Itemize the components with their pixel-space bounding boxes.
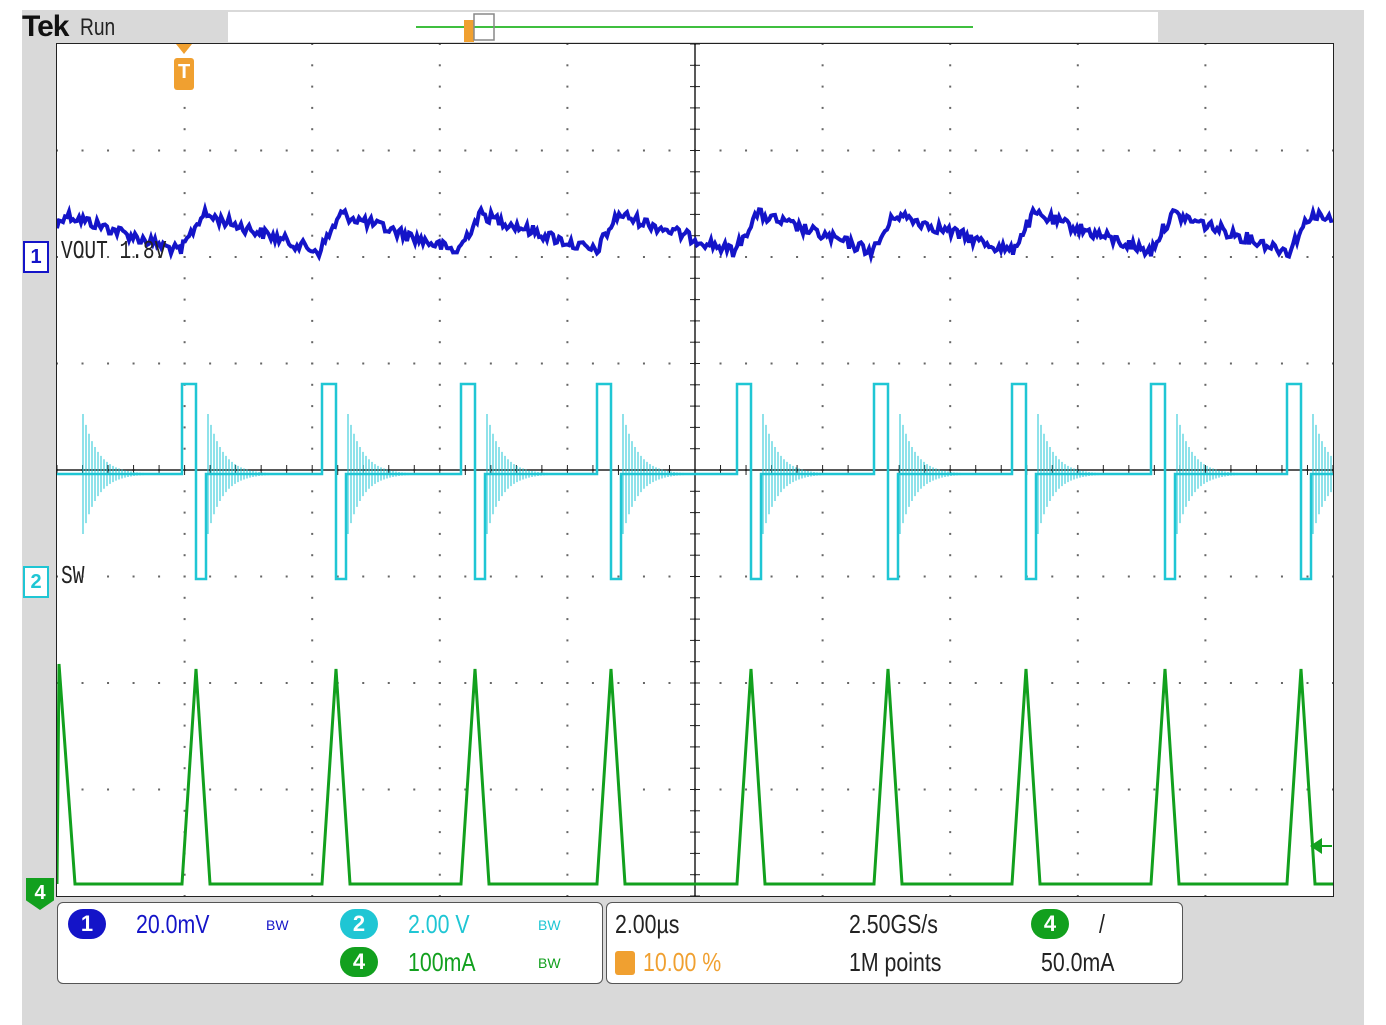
acquisition-status: Run [80, 14, 116, 41]
ch2-scale: 2.00 V [408, 909, 470, 939]
ch1-bw-limit: BW [266, 917, 289, 933]
ch4-waveform [57, 663, 1333, 886]
ch1-badge[interactable]: 1 [68, 909, 106, 939]
timebase-readout: 2.00µs [615, 909, 680, 939]
graticule [57, 44, 1333, 896]
waveform-display[interactable] [56, 43, 1334, 897]
trigger-position-readout: 10.00 % [643, 947, 722, 977]
ch2-badge[interactable]: 2 [340, 909, 378, 939]
view-window-bracket[interactable] [473, 13, 495, 41]
ch1-badge-label: 1 [80, 911, 94, 936]
ch1-marker-label: 1 [30, 246, 42, 268]
trigger-source-badge[interactable]: 4 [1031, 909, 1069, 939]
ch4-bw-limit: BW [538, 955, 561, 971]
trigger-position-marker [464, 20, 474, 42]
ch2-bw-limit: BW [538, 917, 561, 933]
ch2-trace-label: SW [61, 561, 85, 591]
sample-rate-readout: 2.50GS/s [849, 909, 938, 939]
brand-logo: Tek [22, 10, 69, 43]
vertical-settings-panel[interactable]: 1 20.0mV BW 2 2.00 V BW 4 100mA BW [57, 902, 603, 984]
trigger-slope-icon: / [1099, 909, 1105, 939]
ch4-marker-label: 4 [34, 882, 46, 904]
ch4-badge-label: 4 [352, 949, 366, 974]
ch1-scale: 20.0mV [136, 909, 210, 939]
trigger-level-readout: 50.0mA [1041, 947, 1115, 977]
ch4-scale: 100mA [408, 947, 476, 977]
ch2-waveform [57, 382, 1333, 581]
trigger-level-arrow-icon [1310, 838, 1332, 859]
record-view-svg [416, 13, 973, 42]
trigger-position-icon[interactable]: T [172, 44, 196, 92]
ch1-waveform [57, 201, 1333, 265]
record-view-bar [228, 12, 1158, 42]
record-length-readout: 1M points [849, 947, 942, 977]
ch2-marker[interactable]: 2 [23, 566, 49, 598]
waveform-traces [57, 201, 1333, 886]
ch2-marker-label: 2 [30, 571, 42, 593]
trigger-t-label: T [178, 61, 191, 83]
trigger-source-label: 4 [1043, 911, 1057, 936]
horizontal-settings-panel[interactable]: 2.00µs 10.00 % 2.50GS/s 1M points 4 / 50… [606, 902, 1183, 984]
ch4-badge[interactable]: 4 [340, 947, 378, 977]
ch1-trace-label: VOUT 1.8V [61, 236, 167, 266]
ch2-badge-label: 2 [352, 911, 366, 936]
ch1-marker[interactable]: 1 [23, 241, 49, 273]
trigger-pos-icon [615, 951, 635, 975]
